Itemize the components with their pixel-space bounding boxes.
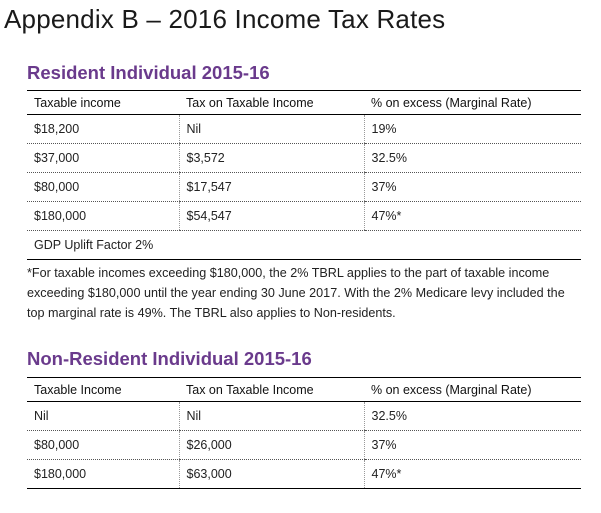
column-header: Tax on Taxable Income [179,377,364,402]
footnote: *For taxable incomes exceeding $180,000,… [27,266,565,320]
tax-cell: Nil [178,114,364,144]
marginal-rate-cell: 37% [363,430,581,460]
non-resident-tax-table: Taxable Income Tax on Taxable Income % o… [27,377,581,489]
table-header-row: Taxable income Tax on Taxable Income % o… [27,90,581,115]
page-title: Appendix B – 2016 Income Tax Rates [4,4,446,34]
taxable-income-cell: $37,000 [27,143,179,173]
tax-cell: $63,000 [178,459,364,489]
taxable-income-cell: $180,000 [27,201,179,231]
taxable-income-cell: Nil [27,401,179,431]
marginal-rate-cell: 32.5% [363,143,581,173]
column-header: Taxable Income [27,377,179,402]
table-row: $180,000 $54,547 47%* [27,201,581,231]
table-row: $80,000 $17,547 37% [27,172,581,202]
non-resident-section-title: Non-Resident Individual 2015-16 [27,348,312,369]
table-header-row: Taxable Income Tax on Taxable Income % o… [27,377,581,402]
taxable-income-cell: $18,200 [27,114,179,144]
tax-cell: $17,547 [178,172,364,202]
tax-cell: $26,000 [178,430,364,460]
column-header: Tax on Taxable Income [179,90,364,115]
taxable-income-cell: $80,000 [27,172,179,202]
tax-cell: $3,572 [178,143,364,173]
table-row: $180,000 $63,000 47%* [27,459,581,489]
column-header: Taxable income [27,90,179,115]
table-row: Nil Nil 32.5% [27,401,581,431]
marginal-rate-cell: 32.5% [363,401,581,431]
marginal-rate-cell: 47%* [363,459,581,489]
uplift-row: GDP Uplift Factor 2% [27,230,581,260]
column-header: % on excess (Marginal Rate) [364,377,581,402]
marginal-rate-cell: 37% [363,172,581,202]
column-header: % on excess (Marginal Rate) [364,90,581,115]
marginal-rate-cell: 19% [363,114,581,144]
taxable-income-cell: $80,000 [27,430,179,460]
resident-tax-table: Taxable income Tax on Taxable Income % o… [27,90,581,260]
resident-section-title: Resident Individual 2015-16 [27,62,270,83]
table-row: $18,200 Nil 19% [27,114,581,144]
uplift-note: GDP Uplift Factor 2% [27,230,581,260]
table-row: $80,000 $26,000 37% [27,430,581,460]
table-row: $37,000 $3,572 32.5% [27,143,581,173]
taxable-income-cell: $180,000 [27,459,179,489]
marginal-rate-cell: 47%* [363,201,581,231]
tax-cell: $54,547 [178,201,364,231]
tax-cell: Nil [178,401,364,431]
